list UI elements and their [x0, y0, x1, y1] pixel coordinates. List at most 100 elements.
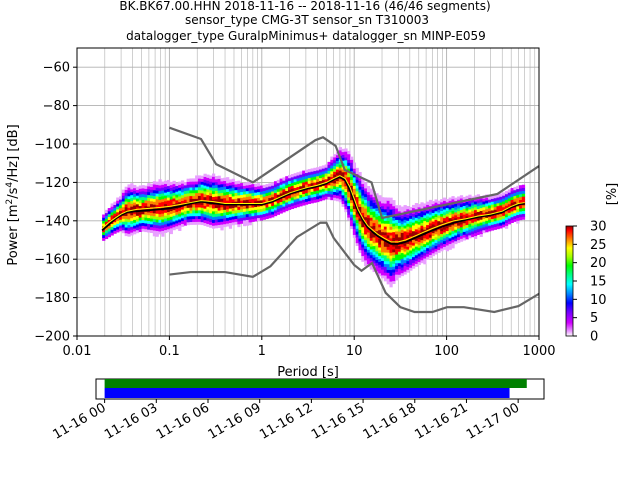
- heatmap-cell: [273, 201, 278, 205]
- heatmap-cell: [299, 191, 303, 195]
- heatmap-cell: [127, 195, 131, 200]
- heatmap-cell: [381, 197, 385, 201]
- heatmap-cell: [423, 212, 427, 216]
- heatmap-cell: [428, 245, 433, 250]
- heatmap-cell: [381, 243, 385, 247]
- heatmap-cell: [166, 202, 171, 207]
- heatmap-cell: [192, 189, 196, 194]
- heatmap-cell: [158, 222, 162, 226]
- heatmap-cell: [226, 214, 230, 218]
- heatmap-cell: [476, 194, 481, 198]
- heatmap-cell: [319, 177, 323, 182]
- heatmap-cell: [203, 222, 207, 226]
- heatmap-cell: [192, 178, 196, 182]
- heatmap-cell: [519, 193, 523, 198]
- heatmap-cell: [406, 252, 410, 256]
- colorbar-tick-label: 5: [590, 311, 598, 326]
- heatmap-cell: [519, 185, 523, 189]
- heatmap-cell: [496, 214, 500, 218]
- heatmap-cell: [454, 229, 458, 233]
- heatmap-cell: [234, 207, 238, 211]
- heatmap-cell: [237, 180, 241, 184]
- heatmap-cell: [442, 243, 447, 247]
- heatmap-cell: [358, 200, 362, 205]
- heatmap-cell: [361, 232, 365, 236]
- heatmap-cell: [504, 202, 509, 206]
- heatmap-cell: [335, 197, 340, 202]
- heatmap-cell: [155, 201, 159, 206]
- heatmap-cell: [271, 214, 275, 218]
- heatmap-cell: [203, 176, 207, 180]
- heatmap-cell: [285, 176, 289, 180]
- heatmap-cell: [386, 220, 390, 224]
- heatmap-cell: [414, 254, 419, 259]
- heatmap-cell: [355, 231, 359, 235]
- heatmap-cell: [248, 196, 252, 200]
- heatmap-cell: [211, 199, 216, 203]
- heatmap-cell: [158, 228, 162, 232]
- heatmap-cell: [285, 179, 289, 183]
- heatmap-cell: [296, 195, 300, 199]
- heatmap-cell: [383, 252, 388, 256]
- heatmap-cell: [178, 193, 182, 197]
- heatmap-cell: [468, 229, 472, 233]
- heatmap-cell: [440, 242, 444, 246]
- heatmap-cell: [138, 202, 142, 207]
- heatmap-cell: [434, 236, 438, 241]
- heatmap-cell: [397, 228, 402, 232]
- heatmap-cell: [358, 177, 362, 182]
- heatmap-cell: [223, 186, 227, 190]
- heatmap-cell: [217, 192, 221, 197]
- heatmap-cell: [211, 173, 216, 177]
- heatmap-cell: [442, 226, 447, 230]
- heatmap-cell: [352, 174, 357, 178]
- heatmap-cell: [428, 231, 433, 235]
- heatmap-cell: [451, 233, 455, 237]
- heatmap-cell: [378, 201, 382, 205]
- heatmap-cell: [352, 220, 357, 224]
- heatmap-cell: [389, 232, 393, 236]
- heatmap-cell: [400, 238, 404, 242]
- heatmap-cell: [155, 190, 159, 194]
- heatmap-cell: [181, 180, 185, 184]
- heatmap-cell: [355, 202, 359, 206]
- heatmap-cell: [417, 261, 421, 265]
- heatmap-cell: [406, 260, 410, 265]
- heatmap-cell: [488, 210, 492, 215]
- heatmap-cell: [457, 236, 461, 241]
- heatmap-cell: [364, 236, 368, 241]
- heatmap-cell: [510, 216, 514, 221]
- heatmap-cell: [138, 228, 142, 232]
- heatmap-cell: [254, 189, 258, 193]
- heatmap-cell: [347, 153, 351, 158]
- heatmap-cell: [181, 217, 185, 222]
- heatmap-cell: [352, 231, 357, 235]
- heatmap-cell: [504, 205, 509, 209]
- heatmap-cell: [203, 185, 207, 189]
- heatmap-cell: [366, 252, 371, 256]
- heatmap-cell: [397, 262, 402, 267]
- heatmap-cell: [392, 234, 396, 238]
- heatmap-cell: [234, 186, 238, 191]
- heatmap-cell: [189, 204, 193, 208]
- heatmap-cell: [273, 181, 278, 185]
- heatmap-cell: [507, 221, 511, 225]
- heatmap-cell: [127, 213, 131, 217]
- heatmap-cell: [175, 191, 179, 195]
- heatmap-cell: [437, 232, 441, 236]
- heatmap-cell: [392, 223, 396, 227]
- heatmap-cell: [516, 188, 520, 192]
- heatmap-cell: [113, 227, 117, 231]
- heatmap-cell: [375, 222, 379, 226]
- heatmap-cell: [189, 215, 193, 220]
- heatmap-cell: [420, 216, 424, 220]
- heatmap-cell: [158, 187, 162, 192]
- heatmap-cell: [442, 211, 447, 216]
- heatmap-cell: [161, 181, 165, 185]
- heatmap-cell: [369, 226, 373, 230]
- heatmap-cell: [502, 206, 506, 211]
- heatmap-cell: [116, 209, 120, 213]
- heatmap-cell: [220, 218, 224, 222]
- heatmap-cell: [282, 203, 286, 207]
- heatmap-cell: [251, 218, 255, 222]
